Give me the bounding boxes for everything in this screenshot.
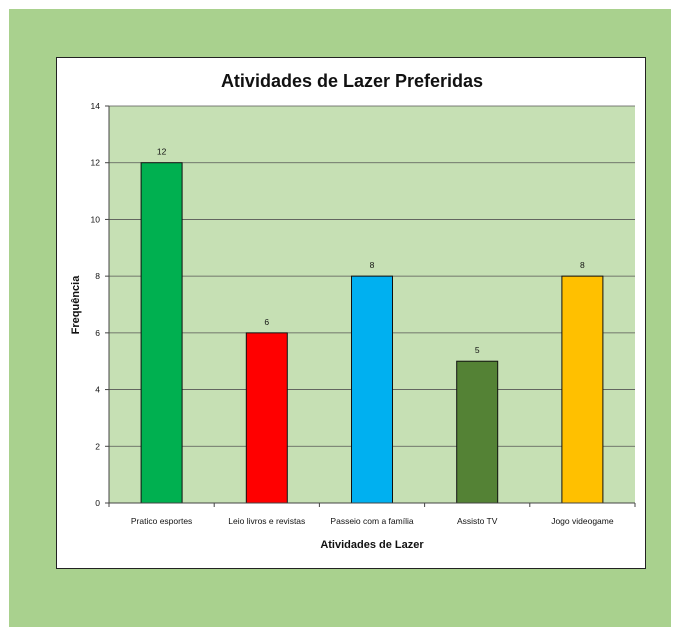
y-axis-ticks: 0 2 4 6 8 10 12 14	[91, 101, 109, 508]
bar	[561, 275, 604, 504]
bar	[351, 275, 393, 504]
data-labels: 12 6 8 5 8	[157, 147, 585, 356]
data-label: 6	[264, 317, 269, 327]
chart-title: Atividades de Lazer Preferidas	[221, 71, 483, 91]
y-tick-label: 10	[91, 214, 101, 224]
x-tick-label: Jogo videogame	[551, 516, 614, 526]
x-axis-title: Atividades de Lazer	[320, 539, 424, 551]
y-tick-label: 6	[95, 328, 100, 338]
bar	[140, 162, 183, 504]
bar	[456, 360, 499, 504]
y-axis-title: Frequência	[70, 275, 82, 335]
data-label: 12	[157, 147, 167, 157]
bar	[245, 332, 288, 504]
y-tick-label: 8	[95, 271, 100, 281]
y-tick-label: 14	[91, 101, 101, 111]
x-tick-label: Passeio com a família	[330, 516, 413, 526]
x-axis-categories: Pratico esportes Leio livros e revistas Pa…	[108, 503, 636, 526]
x-tick-label: Assisto TV	[457, 516, 498, 526]
bars	[140, 162, 604, 504]
data-label: 8	[370, 260, 375, 270]
x-tick-label: Pratico esportes	[131, 516, 192, 526]
y-tick-label: 0	[95, 498, 100, 508]
y-tick-label: 2	[95, 441, 100, 451]
data-label: 8	[580, 260, 585, 270]
x-tick-label: Leio livros e revistas	[228, 516, 305, 526]
y-tick-label: 12	[91, 158, 101, 168]
y-tick-label: 4	[95, 385, 100, 395]
data-label: 5	[475, 345, 480, 355]
